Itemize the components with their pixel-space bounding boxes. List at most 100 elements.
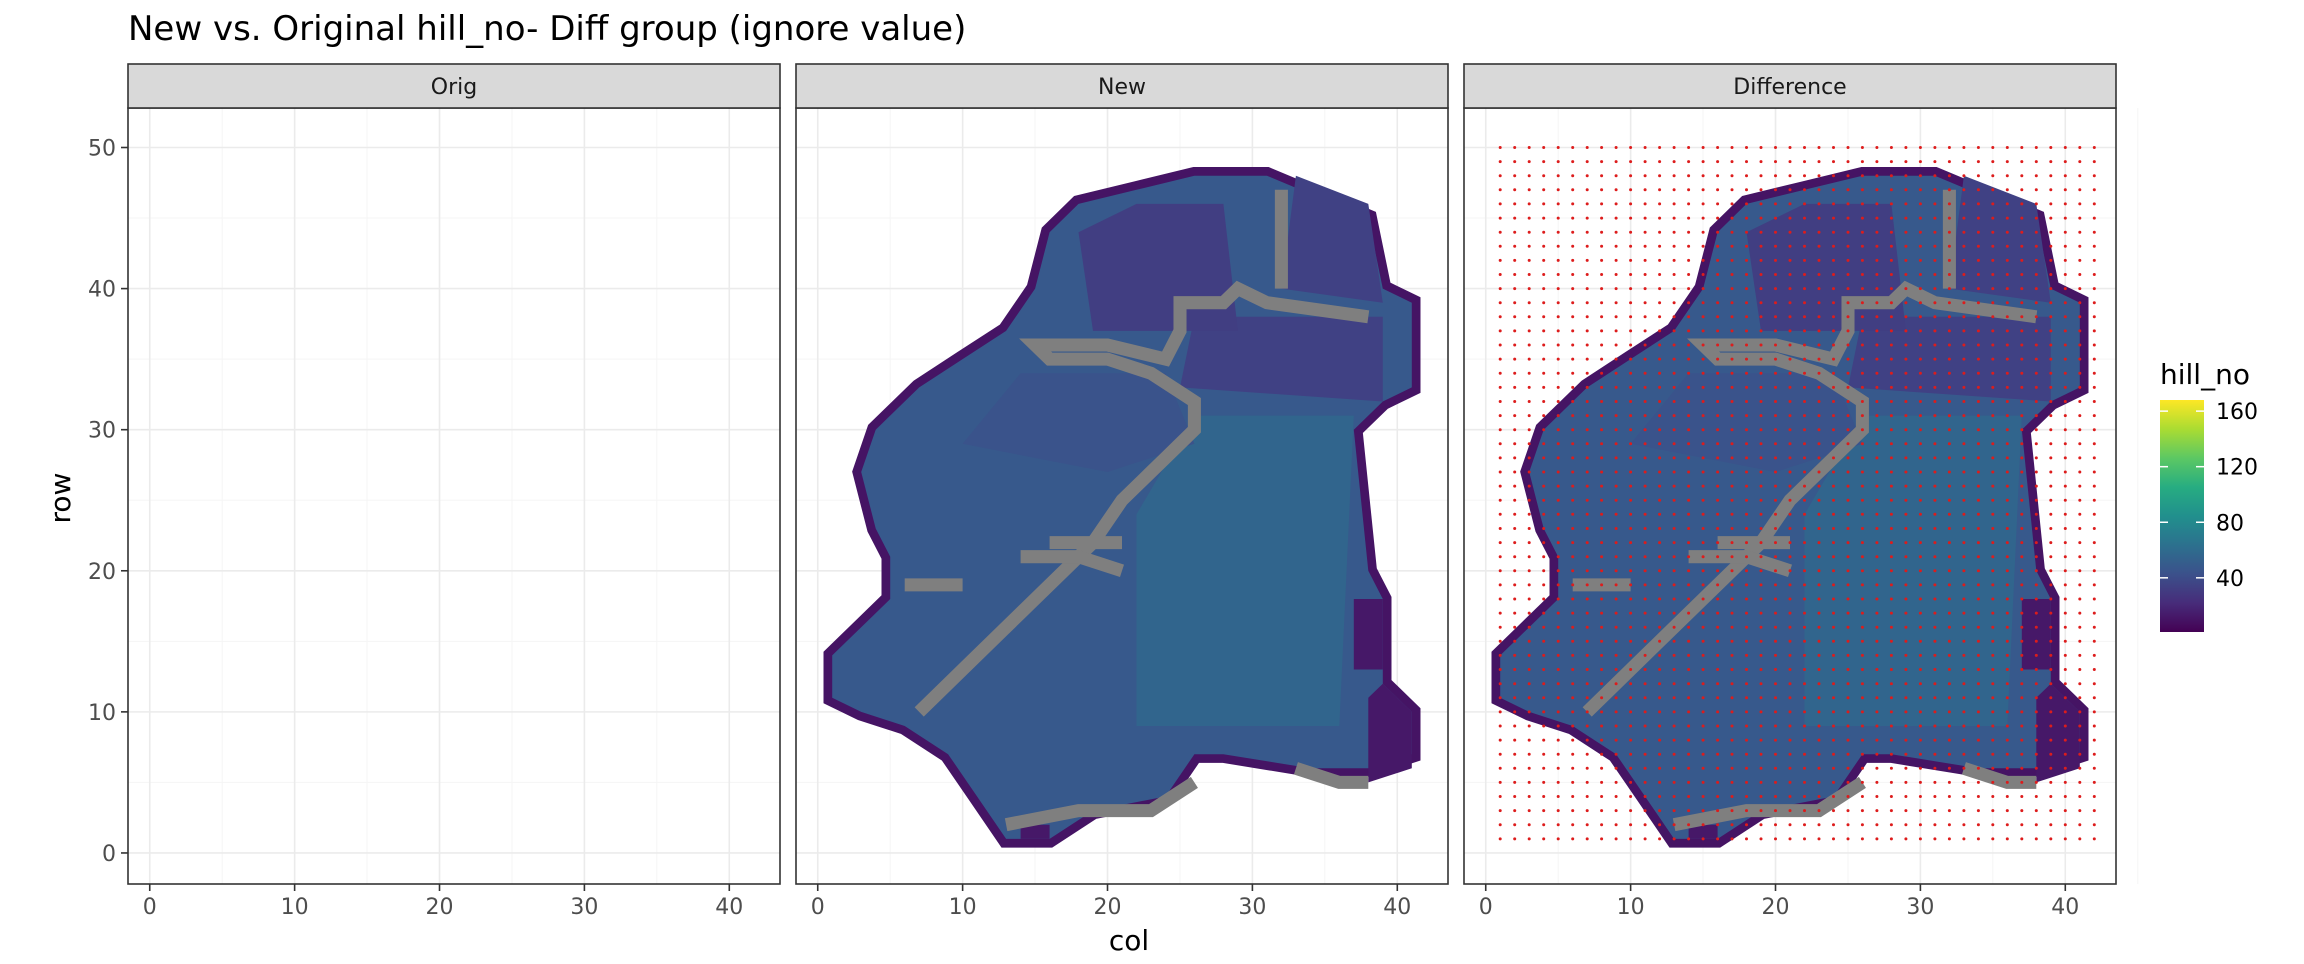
diff-point bbox=[2005, 442, 2009, 446]
diff-point bbox=[1556, 597, 1560, 601]
diff-point bbox=[2063, 301, 2067, 305]
diff-point bbox=[1918, 329, 1922, 333]
diff-point bbox=[1788, 400, 1792, 403]
diff-point bbox=[2005, 202, 2009, 206]
diff-point bbox=[1614, 752, 1618, 756]
diff-point bbox=[1745, 385, 1748, 389]
diff-point bbox=[1947, 541, 1951, 545]
diff-point bbox=[1860, 202, 1864, 206]
diff-point bbox=[2063, 456, 2067, 460]
diff-point bbox=[1542, 569, 1546, 573]
diff-point bbox=[1832, 823, 1835, 827]
diff-point bbox=[1498, 498, 1502, 502]
diff-point bbox=[1730, 329, 1734, 333]
diff-point bbox=[2063, 837, 2067, 841]
diff-point bbox=[1513, 400, 1517, 403]
diff-point bbox=[2049, 795, 2053, 798]
diff-point bbox=[1991, 710, 1995, 714]
diff-point bbox=[1542, 527, 1546, 530]
diff-point bbox=[1629, 371, 1633, 375]
diff-point bbox=[1918, 273, 1922, 276]
diff-point bbox=[1672, 498, 1676, 502]
diff-point bbox=[1629, 724, 1633, 728]
x-tick-label: 0 bbox=[143, 895, 157, 920]
diff-point bbox=[2092, 287, 2096, 291]
diff-point bbox=[1716, 400, 1720, 403]
diff-point bbox=[1745, 456, 1748, 460]
diff-point bbox=[1600, 357, 1604, 361]
diff-point bbox=[1527, 414, 1531, 418]
diff-point bbox=[1774, 428, 1777, 432]
diff-point bbox=[2005, 809, 2009, 813]
diff-point bbox=[1513, 710, 1517, 714]
diff-point bbox=[1889, 357, 1893, 361]
diff-point bbox=[1745, 216, 1748, 220]
diff-point bbox=[1513, 541, 1517, 545]
diff-point bbox=[2034, 329, 2038, 333]
diff-point bbox=[2034, 583, 2038, 587]
diff-point bbox=[2005, 555, 2009, 559]
diff-point bbox=[2034, 696, 2038, 700]
diff-point bbox=[2005, 456, 2009, 460]
diff-point bbox=[1687, 329, 1691, 333]
diff-point bbox=[1803, 244, 1806, 248]
diff-point bbox=[2020, 174, 2024, 178]
diff-point bbox=[2049, 597, 2053, 601]
diff-point bbox=[2005, 484, 2009, 488]
diff-point bbox=[1832, 301, 1835, 305]
diff-point bbox=[1962, 273, 1966, 276]
diff-point bbox=[2049, 400, 2053, 403]
diff-point bbox=[1672, 625, 1676, 629]
diff-point bbox=[2078, 470, 2082, 474]
diff-point bbox=[1832, 188, 1835, 192]
diff-point bbox=[1788, 174, 1792, 178]
diff-point bbox=[1600, 611, 1604, 615]
diff-point bbox=[1904, 569, 1908, 573]
diff-point bbox=[1687, 795, 1691, 798]
diff-point bbox=[2020, 202, 2024, 206]
diff-point bbox=[1542, 400, 1546, 403]
diff-point bbox=[2049, 216, 2053, 220]
diff-point bbox=[1658, 555, 1662, 559]
diff-point bbox=[1817, 470, 1821, 474]
diff-point bbox=[1672, 414, 1676, 418]
diff-point bbox=[1498, 174, 1502, 178]
diff-point bbox=[1658, 442, 1662, 446]
diff-point bbox=[2092, 258, 2096, 262]
diff-point bbox=[2092, 301, 2096, 305]
diff-point bbox=[1745, 188, 1748, 192]
diff-point bbox=[1962, 202, 1966, 206]
diff-point bbox=[1585, 400, 1589, 403]
diff-point bbox=[1846, 766, 1850, 770]
diff-point bbox=[1571, 400, 1575, 403]
diff-point bbox=[2034, 146, 2038, 149]
diff-point bbox=[1904, 527, 1908, 530]
diff-point bbox=[1875, 498, 1879, 502]
diff-point bbox=[1846, 738, 1850, 742]
diff-point bbox=[1730, 766, 1734, 770]
diff-point bbox=[1846, 414, 1850, 418]
diff-point bbox=[1904, 287, 1908, 291]
diff-point bbox=[2049, 428, 2053, 432]
diff-point bbox=[1991, 738, 1995, 742]
diff-point bbox=[2005, 301, 2009, 305]
diff-point bbox=[1976, 202, 1980, 206]
diff-point bbox=[1513, 343, 1517, 347]
diff-point bbox=[1629, 583, 1633, 587]
diff-point bbox=[1991, 244, 1995, 248]
diff-point bbox=[2034, 837, 2038, 841]
diff-point bbox=[1832, 583, 1835, 587]
diff-point bbox=[1701, 555, 1705, 559]
diff-point bbox=[1513, 752, 1517, 756]
diff-point bbox=[2078, 668, 2082, 671]
diff-point bbox=[1629, 230, 1633, 234]
diff-point bbox=[1774, 456, 1777, 460]
diff-point bbox=[2020, 710, 2024, 714]
diff-point bbox=[1629, 555, 1633, 559]
diff-point bbox=[1513, 414, 1517, 418]
diff-point bbox=[1860, 273, 1864, 276]
diff-point bbox=[1774, 512, 1777, 516]
diff-point bbox=[1933, 738, 1937, 742]
diff-point bbox=[1745, 498, 1748, 502]
